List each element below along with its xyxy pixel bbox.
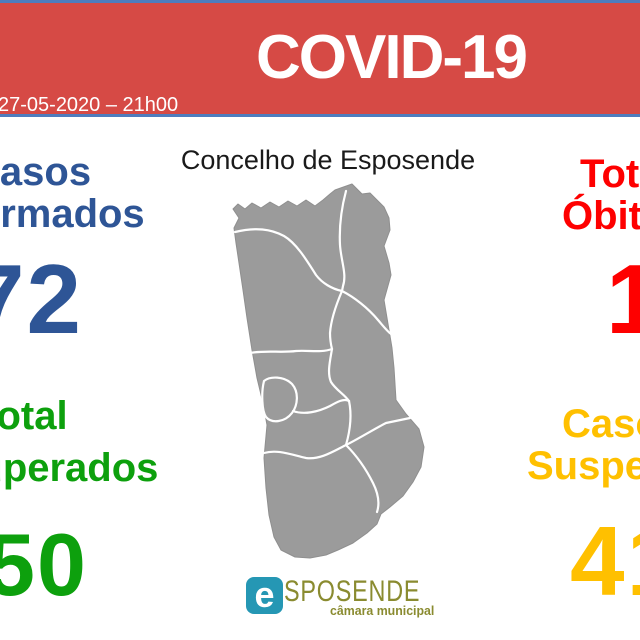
confirmed-label-line1: Casos (0, 150, 92, 194)
parish-borders (233, 189, 412, 514)
logo-subtitle: câmara municipal (330, 603, 435, 618)
confirmed-value: 72 (0, 244, 84, 354)
deaths-label-line2: Óbitos (562, 194, 640, 238)
recovered-label-line2: Recuperados (0, 446, 159, 490)
report-datetime: 27-05-2020 – 21h00 (0, 94, 179, 116)
suspected-label-line1: Casos (562, 402, 640, 446)
header-band: COVID-19 27-05-2020 – 21h00 (0, 0, 640, 117)
deaths-value: 1 (606, 244, 640, 354)
recovered-value: 50 (0, 515, 88, 614)
recovered-label-line1: Total (0, 394, 68, 438)
map-title: Concelho de Esposende (180, 145, 476, 175)
suspected-value: 41 (570, 506, 640, 616)
esposende-municipal-logo: e SPOSENDE câmara municipal (246, 575, 434, 618)
municipality-map-graphic (232, 183, 425, 559)
suspected-label-line2: Suspeitos (527, 444, 640, 488)
deaths-label-line1: Total (580, 152, 640, 196)
esposende-map (226, 181, 436, 565)
logo-e-icon: e (246, 577, 283, 614)
page-title: COVID-19 (256, 23, 528, 92)
logo-name: SPOSENDE (284, 575, 421, 608)
confirmed-label-line2: Confirmados (0, 192, 145, 236)
